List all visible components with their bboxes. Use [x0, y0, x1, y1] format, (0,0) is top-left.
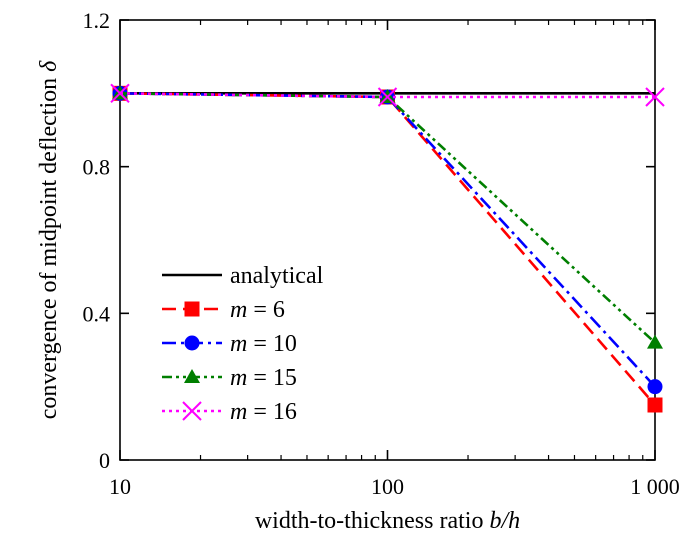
- y-tick-label: 0.4: [83, 301, 111, 326]
- legend-entry: analytical: [162, 263, 324, 289]
- x-tick-label: 100: [371, 474, 404, 499]
- plot-frame: [119, 19, 656, 461]
- y-tick-label: 1.2: [83, 8, 111, 33]
- marker-triangle: [647, 334, 663, 349]
- axis-ticks: 0 0.4 0.8 1.2 10 100 1 000: [83, 8, 680, 499]
- legend-entry: m = 16: [162, 399, 297, 425]
- legend-label: m = 16: [230, 399, 297, 425]
- legend-entry: m = 10: [162, 331, 297, 357]
- series-line: [119, 92, 656, 344]
- y-tick-label: 0.8: [83, 155, 111, 180]
- marker-x: [110, 83, 130, 104]
- legend-label: m = 10: [230, 331, 297, 357]
- series-layer: [110, 83, 665, 413]
- legend-label: m = 6: [230, 297, 285, 323]
- marker-circle: [647, 379, 663, 395]
- y-tick-label: 0: [99, 448, 110, 473]
- marker-circle: [184, 335, 200, 351]
- x-axis-label: width-to-thickness ratio b/h: [255, 508, 520, 534]
- legend: analytical m = 6 m = 10 m = 15 m = 16: [162, 263, 324, 425]
- y-axis-label: convergence of midpoint deflection δ: [36, 60, 62, 419]
- marker-x: [182, 401, 202, 421]
- marker-x: [377, 87, 398, 107]
- legend-entry: m = 15: [162, 365, 297, 391]
- marker-x: [645, 87, 665, 107]
- marker-triangle: [184, 369, 200, 383]
- x-tick-label: 1 000: [630, 474, 680, 499]
- legend-entry: m = 6: [162, 297, 285, 323]
- x-tick-label: 10: [109, 474, 131, 499]
- series-m-16: [110, 83, 665, 107]
- axis-labels: width-to-thickness ratio b/h convergence …: [36, 60, 520, 534]
- legend-label: m = 15: [230, 365, 297, 391]
- series-line: [119, 92, 656, 406]
- marker-square: [184, 301, 200, 317]
- series-m-6: [112, 85, 663, 413]
- marker-square: [647, 397, 663, 413]
- legend-label: analytical: [230, 263, 324, 289]
- plot-area: [119, 19, 656, 461]
